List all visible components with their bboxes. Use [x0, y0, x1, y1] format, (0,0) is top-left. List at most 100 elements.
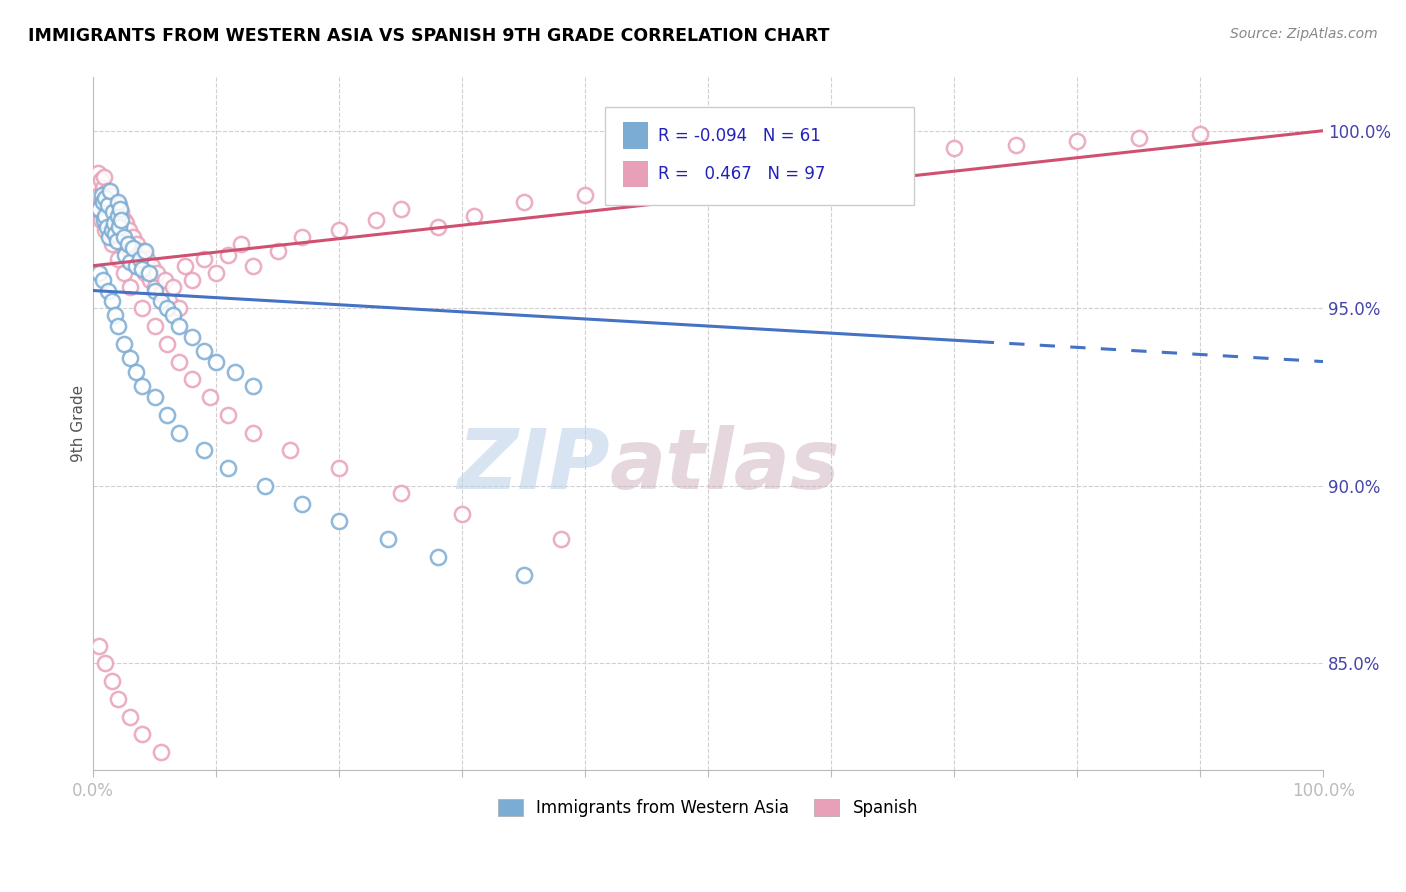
Point — [149, 294, 172, 309]
Point — [242, 425, 264, 440]
Point — [143, 390, 166, 404]
Text: atlas: atlas — [610, 425, 841, 506]
Point — [1189, 128, 1212, 142]
Point — [229, 237, 252, 252]
Text: IMMIGRANTS FROM WESTERN ASIA VS SPANISH 9TH GRADE CORRELATION CHART: IMMIGRANTS FROM WESTERN ASIA VS SPANISH … — [28, 27, 830, 45]
Point — [101, 194, 124, 209]
Point — [242, 379, 264, 393]
Point — [117, 237, 139, 252]
Point — [100, 237, 122, 252]
Point — [120, 351, 142, 365]
Point — [1066, 134, 1088, 148]
Point — [124, 252, 146, 266]
Point — [101, 205, 124, 219]
Point — [108, 198, 131, 212]
Point — [198, 390, 221, 404]
Point — [138, 266, 160, 280]
Point — [697, 166, 720, 180]
Point — [426, 219, 449, 234]
Point — [93, 169, 115, 184]
Text: ZIP: ZIP — [457, 425, 610, 506]
Point — [117, 237, 139, 252]
Point — [129, 252, 152, 266]
Point — [107, 209, 129, 223]
Point — [758, 159, 780, 173]
Point — [96, 219, 118, 234]
Point — [103, 216, 125, 230]
Point — [100, 294, 122, 309]
Point — [127, 237, 149, 252]
Point — [120, 244, 142, 259]
Point — [205, 266, 228, 280]
Text: R = -0.094   N = 61: R = -0.094 N = 61 — [658, 127, 821, 145]
Point — [94, 209, 117, 223]
Point — [205, 354, 228, 368]
Point — [86, 202, 108, 216]
Point — [156, 301, 179, 316]
Point — [146, 266, 169, 280]
Point — [104, 227, 127, 241]
Point — [131, 262, 153, 277]
Point — [100, 674, 122, 689]
Point — [114, 230, 136, 244]
Point — [100, 209, 122, 223]
Point — [156, 408, 179, 422]
Point — [131, 727, 153, 741]
Point — [242, 259, 264, 273]
Point — [512, 194, 534, 209]
Point — [89, 202, 111, 216]
Point — [112, 212, 135, 227]
Point — [328, 223, 350, 237]
Legend: Immigrants from Western Asia, Spanish: Immigrants from Western Asia, Spanish — [492, 792, 925, 824]
Point — [143, 319, 166, 334]
Point — [1004, 137, 1026, 152]
Point — [169, 354, 191, 368]
Point — [1128, 131, 1150, 145]
Point — [512, 567, 534, 582]
Point — [91, 273, 114, 287]
Point — [125, 259, 148, 273]
Point — [143, 280, 166, 294]
Point — [254, 479, 277, 493]
Point — [328, 461, 350, 475]
Point — [103, 216, 125, 230]
Point — [266, 244, 288, 259]
Point — [97, 198, 120, 212]
Point — [943, 141, 966, 155]
Point — [89, 639, 111, 653]
Point — [87, 166, 110, 180]
Point — [169, 319, 191, 334]
Point — [90, 187, 112, 202]
Point — [162, 309, 184, 323]
Point — [100, 184, 122, 198]
Point — [104, 309, 127, 323]
Point — [218, 461, 240, 475]
Point — [882, 145, 904, 159]
Text: Source: ZipAtlas.com: Source: ZipAtlas.com — [1230, 27, 1378, 41]
Point — [105, 223, 128, 237]
Point — [389, 486, 412, 500]
Point — [104, 202, 127, 216]
Point — [105, 234, 128, 248]
Point — [159, 294, 181, 309]
Point — [193, 252, 215, 266]
Point — [143, 284, 166, 298]
Point — [107, 319, 129, 334]
Point — [100, 223, 122, 237]
Point — [89, 266, 111, 280]
Point — [218, 248, 240, 262]
Point — [91, 194, 114, 209]
Point — [169, 301, 191, 316]
Point — [90, 173, 112, 187]
Point — [114, 248, 136, 262]
Point — [193, 443, 215, 458]
Point — [141, 259, 163, 273]
Point — [389, 202, 412, 216]
Point — [463, 209, 485, 223]
Point — [451, 508, 474, 522]
Point — [120, 255, 142, 269]
Point — [121, 241, 143, 255]
Point — [96, 184, 118, 198]
Point — [134, 244, 156, 259]
Point — [180, 329, 202, 343]
